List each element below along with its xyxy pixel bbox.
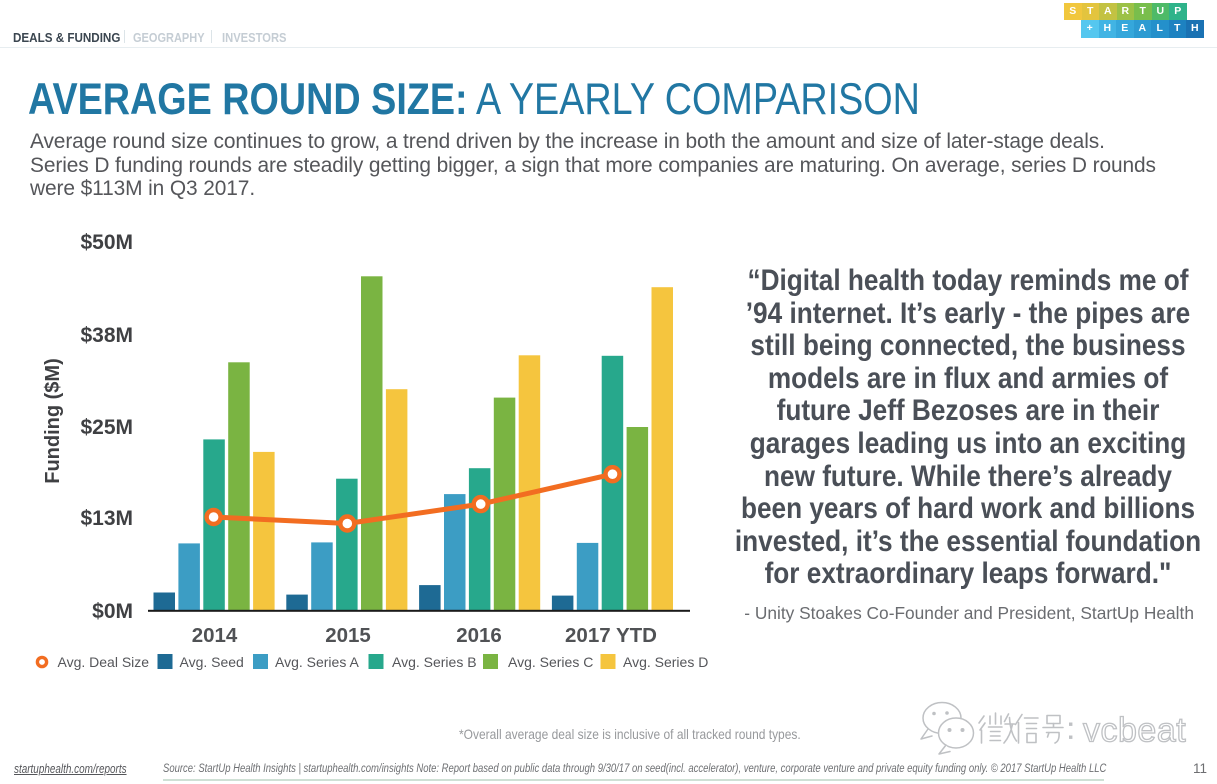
- svg-text:$38M: $38M: [80, 324, 133, 347]
- svg-text:2016: 2016: [456, 624, 502, 647]
- svg-text:Avg. Series B: Avg. Series B: [392, 654, 477, 670]
- svg-text:$25M: $25M: [80, 416, 133, 439]
- svg-text:Funding ($M): Funding ($M): [42, 358, 64, 484]
- svg-text:Avg. Seed: Avg. Seed: [180, 654, 244, 670]
- svg-text:Avg. Series A: Avg. Series A: [275, 654, 359, 670]
- svg-text:2014: 2014: [192, 624, 238, 647]
- svg-text:2017 YTD: 2017 YTD: [565, 624, 657, 647]
- svg-text:$0M: $0M: [92, 600, 133, 623]
- svg-text:$13M: $13M: [80, 507, 133, 530]
- svg-text:Avg. Series C: Avg. Series C: [508, 654, 593, 670]
- svg-text:$50M: $50M: [80, 231, 133, 254]
- svg-text:2015: 2015: [325, 624, 371, 647]
- svg-text:Avg. Deal Size: Avg. Deal Size: [58, 654, 150, 670]
- svg-text:Avg. Series D: Avg. Series D: [623, 654, 708, 670]
- svg-text:vcbeat: vcbeat: [1083, 712, 1186, 750]
